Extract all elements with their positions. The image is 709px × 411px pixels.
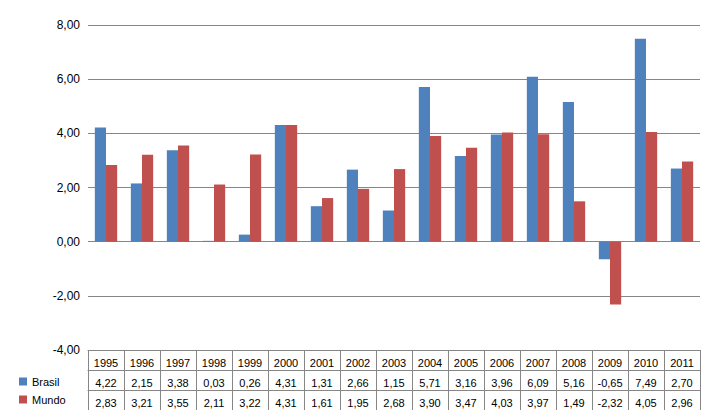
- svg-text:1,15: 1,15: [383, 377, 404, 389]
- svg-text:7,49: 7,49: [635, 377, 656, 389]
- svg-text:2006: 2006: [490, 357, 514, 369]
- svg-text:2,83: 2,83: [95, 397, 116, 409]
- svg-text:Mundo: Mundo: [32, 394, 66, 406]
- svg-text:4,22: 4,22: [95, 377, 116, 389]
- svg-text:0,03: 0,03: [203, 377, 224, 389]
- svg-text:2004: 2004: [418, 357, 442, 369]
- svg-text:0,00: 0,00: [57, 235, 81, 249]
- svg-text:2007: 2007: [526, 357, 550, 369]
- svg-text:2,66: 2,66: [347, 377, 368, 389]
- svg-text:8,00: 8,00: [57, 18, 81, 32]
- svg-text:2003: 2003: [382, 357, 406, 369]
- svg-text:1997: 1997: [166, 357, 190, 369]
- svg-text:2002: 2002: [346, 357, 370, 369]
- svg-text:4,00: 4,00: [57, 126, 81, 140]
- svg-text:-4,00: -4,00: [53, 343, 81, 357]
- svg-text:2009: 2009: [598, 357, 622, 369]
- svg-text:2,96: 2,96: [671, 397, 692, 409]
- svg-text:4,31: 4,31: [275, 377, 296, 389]
- svg-text:1999: 1999: [238, 357, 262, 369]
- svg-text:2,70: 2,70: [671, 377, 692, 389]
- svg-text:1998: 1998: [202, 357, 226, 369]
- svg-text:2011: 2011: [670, 357, 694, 369]
- svg-text:1,95: 1,95: [347, 397, 368, 409]
- svg-text:2,68: 2,68: [383, 397, 404, 409]
- svg-text:4,31: 4,31: [275, 397, 296, 409]
- svg-text:3,96: 3,96: [491, 377, 512, 389]
- svg-text:3,90: 3,90: [419, 397, 440, 409]
- svg-text:2,15: 2,15: [131, 377, 152, 389]
- svg-text:6,09: 6,09: [527, 377, 548, 389]
- svg-text:5,16: 5,16: [563, 377, 584, 389]
- svg-text:2005: 2005: [454, 357, 478, 369]
- svg-text:6,00: 6,00: [57, 72, 81, 86]
- svg-text:4,03: 4,03: [491, 397, 512, 409]
- svg-text:2,11: 2,11: [204, 397, 225, 409]
- svg-text:0,26: 0,26: [239, 377, 260, 389]
- svg-text:2008: 2008: [562, 357, 586, 369]
- svg-text:3,97: 3,97: [527, 397, 548, 409]
- svg-text:2010: 2010: [634, 357, 658, 369]
- svg-text:2001: 2001: [310, 357, 334, 369]
- svg-text:1,49: 1,49: [563, 397, 584, 409]
- svg-text:3,22: 3,22: [239, 397, 260, 409]
- svg-text:3,47: 3,47: [455, 397, 476, 409]
- svg-text:2000: 2000: [274, 357, 298, 369]
- svg-text:2,00: 2,00: [57, 181, 81, 195]
- svg-text:3,55: 3,55: [167, 397, 188, 409]
- svg-text:1,61: 1,61: [311, 397, 332, 409]
- svg-text:1,31: 1,31: [311, 377, 332, 389]
- svg-text:3,38: 3,38: [167, 377, 188, 389]
- svg-text:Brasil: Brasil: [32, 376, 60, 388]
- svg-text:-0,65: -0,65: [597, 377, 622, 389]
- svg-text:4,05: 4,05: [635, 397, 656, 409]
- svg-text:5,71: 5,71: [419, 377, 440, 389]
- svg-text:3,16: 3,16: [455, 377, 476, 389]
- svg-text:-2,00: -2,00: [53, 289, 81, 303]
- svg-text:-2,32: -2,32: [597, 397, 622, 409]
- svg-text:1995: 1995: [94, 357, 118, 369]
- svg-text:3,21: 3,21: [131, 397, 152, 409]
- svg-text:1996: 1996: [130, 357, 154, 369]
